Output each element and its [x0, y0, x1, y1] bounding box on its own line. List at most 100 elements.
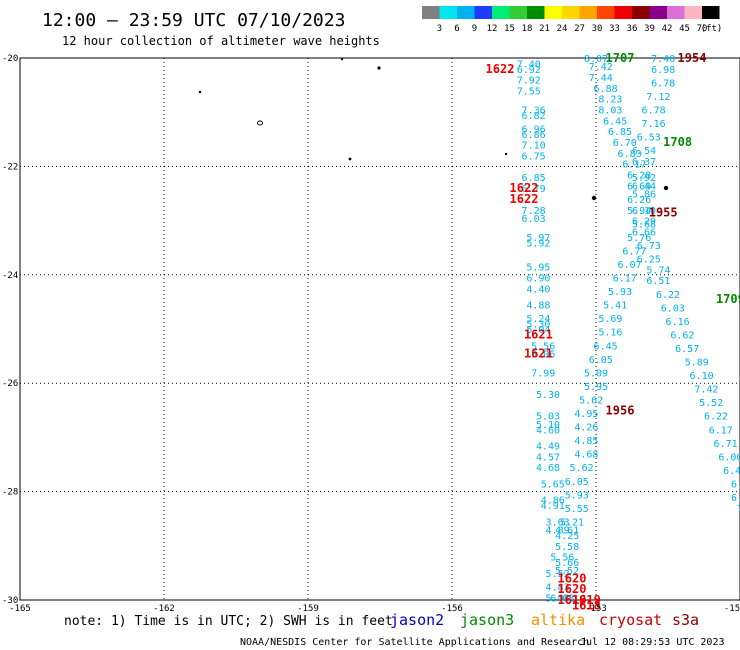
swh-value-label: 6.57: [675, 344, 699, 355]
swh-value-label: 6.79: [522, 184, 546, 195]
x-tick-label: -162: [153, 604, 175, 614]
color-swatch: [492, 6, 510, 19]
x-tick-label: -159: [297, 604, 319, 614]
swh-value-label: 6.86: [522, 130, 546, 141]
color-swatch: [474, 6, 492, 19]
swh-value-label: 6.83: [618, 149, 642, 160]
swh-value-label: 7.42: [694, 385, 718, 396]
pass-time-label: 1620: [558, 571, 587, 585]
y-tick-label: -30: [2, 596, 18, 606]
color-swatch: [632, 6, 650, 19]
pass-time-label: 1618: [572, 598, 601, 612]
swh-value-label: 4.60: [536, 425, 560, 436]
satellite-legend: jason2 jason3 altika cryosat s3a: [390, 611, 699, 629]
swh-value-label: 5.93: [565, 490, 589, 501]
swh-value-label: 5.94: [627, 206, 651, 217]
color-scale-label: 27: [574, 24, 585, 34]
swh-value-label: 7.28: [522, 206, 546, 217]
color-swatch: [597, 6, 615, 19]
color-scale-bar: 3 6 9 12 15 18 21 24 27 30 33 36 39 42 45 70(ft): [422, 6, 722, 34]
satellite-legend-altika: altika: [531, 611, 585, 629]
swh-value-label: 5.16: [598, 328, 622, 339]
pass-time-label: 1620: [558, 582, 587, 596]
swh-value-label: 5.89: [685, 358, 709, 369]
plot-area: 7.406.927.927.557.366.826.966.867.106.75…: [19, 51, 740, 612]
color-scale-unit: (ft): [701, 24, 723, 34]
credit-text: NOAA/NESDIS Center for Satellite Applica…: [240, 637, 589, 648]
color-swatch: [527, 6, 545, 19]
color-scale-label: 9: [472, 24, 477, 34]
swh-value-label: 6.98: [651, 65, 675, 76]
swh-value-label: 6.17: [622, 160, 646, 171]
color-scale-label: 24: [557, 24, 568, 34]
swh-value-label: 5.62: [579, 395, 603, 406]
swh-value-label: 7.16: [642, 119, 666, 130]
swh-value-label: 4.40: [526, 284, 550, 295]
swh-value-label: 6.22: [656, 290, 680, 301]
swh-value-label: 5.86: [632, 190, 656, 201]
color-swatch: [439, 6, 457, 19]
color-swatch: [457, 6, 475, 19]
swh-value-label: 6.78: [642, 105, 666, 116]
swh-value-label: 6.37: [632, 157, 656, 168]
swh-value-label: 6.85: [522, 173, 546, 184]
swh-value-label: 6.10: [690, 371, 714, 382]
swh-value-label: 7: [737, 504, 740, 515]
swh-value-label: 6.90: [526, 274, 550, 285]
satellite-legend-jason2: jason2: [390, 611, 444, 629]
swh-value-label: 6.17: [613, 274, 637, 285]
swh-value-label: 6.96: [522, 124, 546, 135]
swh-value-label: 7.92: [517, 76, 541, 87]
swh-value-label: 4.86: [541, 496, 565, 507]
swh-value-label: 4.95: [574, 409, 598, 420]
swh-value-label: 7.42: [589, 62, 613, 73]
y-tick-label: -24: [2, 271, 18, 281]
color-scale-label: 6: [454, 24, 459, 34]
swh-values: 7.406.927.927.557.366.826.966.867.106.75…: [517, 54, 740, 604]
swh-value-label: 6.05: [565, 477, 589, 488]
color-scale-label: 18: [522, 24, 533, 34]
swh-value-label: 5.56: [550, 553, 574, 564]
swh-value-label: 6.54: [632, 146, 656, 157]
swh-value-label: 4.88: [526, 301, 550, 312]
swh-value-label: 5.06: [531, 349, 555, 360]
swh-value-label: 5.41: [603, 301, 627, 312]
color-swatch: [684, 6, 702, 19]
swh-value-label: 4.25: [555, 531, 579, 542]
x-tick-label: -15: [724, 604, 740, 614]
swh-value-label: 6.71: [714, 439, 738, 450]
island-marker: [348, 157, 352, 161]
island-marker: [591, 195, 597, 201]
pass-time-label: 1708: [663, 135, 692, 149]
x-tick-label: -156: [441, 604, 463, 614]
color-swatch: [509, 6, 527, 19]
swh-value-label: 6.77: [622, 246, 646, 257]
swh-value-label: 6.53: [637, 133, 661, 144]
color-scale-label: 70: [697, 24, 708, 34]
swh-value-label: 7.44: [589, 73, 613, 84]
pass-time-label: 1707: [606, 51, 635, 65]
swh-value-label: 6.26: [627, 195, 651, 206]
swh-value-label: 6.22: [704, 412, 728, 423]
swh-value-label: 5.66: [555, 558, 579, 569]
color-scale-label: 45: [679, 24, 690, 34]
swh-value-label: 5.68: [632, 219, 656, 230]
swh-value-label: 6.07: [618, 260, 642, 271]
swh-value-label: 6.45: [594, 341, 618, 352]
swh-value-label: 5.52: [555, 566, 579, 577]
y-axis-ticks: -20 -22 -24 -26 -28 -30: [2, 54, 18, 606]
x-axis-ticks: -165 -162 -159 -156 -153 -15: [9, 604, 740, 614]
swh-value-label: 4.68: [574, 450, 598, 461]
swh-value-label: 6.51: [646, 276, 670, 287]
y-tick-label: -28: [2, 488, 18, 498]
swh-value-label: 5.74: [646, 265, 670, 276]
swh-value-label: 4.89: [546, 526, 570, 537]
satellite-legend-jason3: jason3: [460, 611, 514, 629]
swh-value-label: 5.52: [546, 569, 570, 580]
swh-value-label: 7.40: [651, 54, 675, 65]
generated-timestamp: Jul 12 08:29:53 UTC 2023: [580, 637, 725, 648]
color-scale-label: 12: [487, 24, 498, 34]
swh-value-label: 6.88: [594, 84, 618, 95]
color-swatch: [544, 6, 562, 19]
